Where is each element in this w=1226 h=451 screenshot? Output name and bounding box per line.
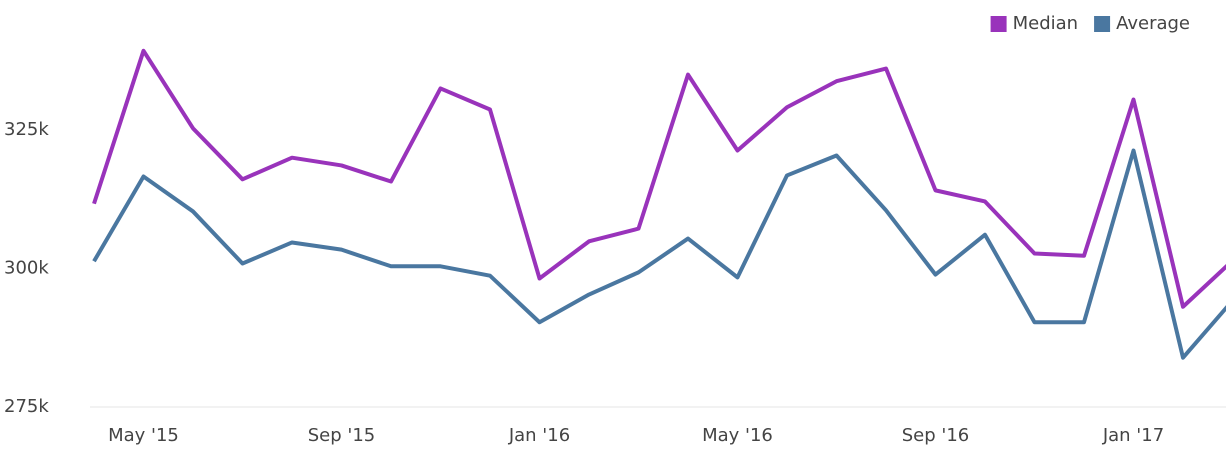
x-tick-label: Jan '17 [1102, 425, 1164, 446]
y-tick-label: 325k [4, 119, 49, 140]
x-tick-label: May '16 [702, 425, 773, 446]
legend-label: Average [1116, 13, 1190, 34]
y-tick-label: 300k [4, 258, 49, 279]
legend-swatch [1094, 16, 1111, 32]
y-tick-label: 275k [4, 396, 49, 417]
series-line [92, 148, 1226, 360]
x-tick-label: Jan '16 [508, 425, 570, 446]
x-tick-label: Sep '15 [308, 425, 376, 446]
legend-swatch [990, 16, 1007, 32]
series-line [92, 48, 1226, 309]
plot-area [92, 48, 1226, 360]
x-tick-label: May '15 [108, 425, 179, 446]
legend-label: Median [1013, 13, 1078, 34]
x-tick-label: Sep '16 [902, 425, 970, 446]
